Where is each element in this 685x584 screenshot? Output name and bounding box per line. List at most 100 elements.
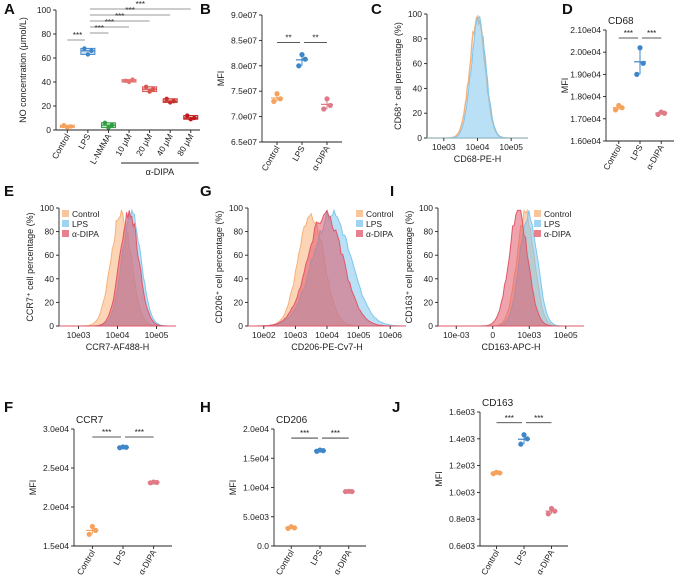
x-category-label: Control — [75, 548, 97, 577]
y-tick-label: 80 — [424, 227, 434, 237]
data-point — [92, 527, 99, 534]
data-point — [89, 523, 95, 530]
data-point — [518, 441, 524, 447]
x-axis-label: CD68-PE-H — [454, 154, 502, 164]
legend-label: α-DIPA — [544, 229, 571, 239]
data-point — [634, 71, 640, 77]
legend-swatch — [62, 230, 69, 237]
y-tick-label: 3.0e04 — [43, 424, 69, 434]
significance-label: *** — [125, 6, 134, 15]
data-point — [85, 52, 91, 57]
data-point — [299, 52, 305, 58]
y-tick-label: 1.0e04 — [243, 483, 269, 493]
y-tick-label: 9.0e07 — [231, 10, 257, 20]
significance-label: *** — [115, 12, 124, 21]
x-category-label: 10 μM — [113, 132, 134, 158]
x-category-label: 40 μM — [154, 132, 175, 158]
data-point — [612, 107, 619, 113]
data-point — [302, 56, 308, 62]
x-category-label: LPS — [308, 548, 325, 567]
x-axis-label: CD163-APC-H — [481, 342, 540, 352]
legend-label: α-DIPA — [366, 229, 393, 239]
panel-title: CCR7 — [76, 415, 104, 426]
data-point — [291, 525, 298, 531]
y-tick-label: 1.5e04 — [43, 541, 69, 551]
y-tick-label: 2.0e04 — [43, 502, 69, 512]
panel-f: F 1.5e04 2.0e04 2.5e04 3.0e04 MFI CCR7 *** *** Co… — [4, 399, 172, 577]
x-tick-label: 10e05 — [347, 330, 371, 340]
data-point — [65, 125, 70, 130]
x-tick-label: 10e06 — [378, 330, 402, 340]
panel-letter: D — [562, 1, 573, 18]
panel-title: CD163 — [482, 398, 514, 409]
y-tick-label: 40 — [234, 274, 244, 284]
significance-label: *** — [300, 429, 309, 438]
data-point — [640, 60, 646, 66]
significance-label: ** — [312, 34, 318, 43]
legend-swatch — [356, 210, 363, 217]
y-tick-label: 0.6e03 — [449, 541, 475, 551]
data-point — [68, 124, 74, 129]
y-tick-label: 1.5e04 — [243, 453, 269, 463]
data-point — [324, 96, 330, 102]
panel-letter: J — [392, 399, 400, 416]
significance-label: *** — [135, 428, 144, 437]
x-category-label: Control — [479, 548, 501, 577]
y-tick-label: 100 — [37, 5, 51, 15]
x-category-label: LPS — [290, 144, 307, 163]
y-tick-label: 0 — [238, 321, 243, 331]
data-point — [524, 436, 530, 442]
x-category-label: Control — [274, 548, 296, 577]
y-tick-label: 7.5e07 — [231, 86, 257, 96]
x-category-label: α-DIPA — [136, 548, 158, 577]
data-point — [545, 511, 551, 517]
panel-a: A 0 20 40 60 80 100 NO concentration (μmol/L) **… — [4, 0, 200, 177]
panel-letter: G — [200, 183, 212, 200]
panel-h: H 0.0 5.0e03 1.0e04 1.5e04 2.0e04 MFI CD206 *** *… — [200, 399, 366, 577]
panel-j: J 0.6e03 0.8e03 1.0e03 1.2e03 1.4e03 1.6e03 MFI… — [392, 398, 568, 577]
y-tick-label: 100 — [40, 203, 54, 213]
y-axis-label: NO concentration (μmol/L) — [18, 17, 28, 123]
y-tick-label: 1.60e04 — [570, 136, 601, 146]
data-point — [277, 96, 283, 102]
y-tick-label: 1.80e04 — [570, 92, 601, 102]
y-tick-label: 60 — [234, 250, 244, 260]
legend-label: LPS — [366, 219, 382, 229]
y-tick-label: 20 — [234, 297, 244, 307]
data-point — [637, 45, 643, 51]
legend-swatch — [534, 210, 541, 217]
significance-label: *** — [534, 414, 543, 423]
data-point — [130, 77, 135, 82]
panel-i: I 0 20 40 60 80 100 CD163⁺ cell percentage (%) 1… — [390, 183, 584, 352]
y-tick-label: 1.4e03 — [449, 434, 475, 444]
data-point — [86, 531, 92, 537]
y-tick-label: 2.10e04 — [570, 25, 601, 35]
y-tick-label: 0 — [49, 321, 54, 331]
x-tick-label: 10e-03 — [443, 330, 470, 340]
data-point — [82, 46, 87, 51]
group-label: α-DIPA — [146, 167, 175, 177]
data-point — [296, 63, 302, 69]
y-tick-label: 2.5e04 — [43, 463, 69, 473]
x-category-label: α-DIPA — [644, 143, 666, 172]
x-tick-label: 0 — [490, 330, 495, 340]
y-tick-label: 0 — [417, 133, 422, 143]
data-point — [192, 115, 197, 121]
y-tick-label: 5.0e03 — [243, 512, 269, 522]
panel-d: D 1.60e04 1.70e04 1.80e04 1.90e04 2.00e04 2.10… — [560, 1, 674, 172]
x-category-label: Control — [601, 143, 623, 172]
x-axis-label: CCR7-AF488-H — [86, 342, 150, 352]
legend-label: Control — [366, 209, 394, 219]
significance-label: *** — [331, 429, 340, 438]
significance-label: *** — [505, 414, 514, 423]
panel-title: CD206 — [276, 415, 308, 426]
panel-letter: A — [4, 1, 15, 18]
y-axis-label: MFI — [28, 480, 38, 496]
data-point — [188, 117, 193, 122]
significance-label: *** — [94, 24, 103, 33]
data-point — [171, 99, 176, 104]
x-tick-label: 10e02 — [252, 330, 276, 340]
significance-label: *** — [105, 18, 114, 27]
y-tick-label: 20 — [424, 297, 434, 307]
